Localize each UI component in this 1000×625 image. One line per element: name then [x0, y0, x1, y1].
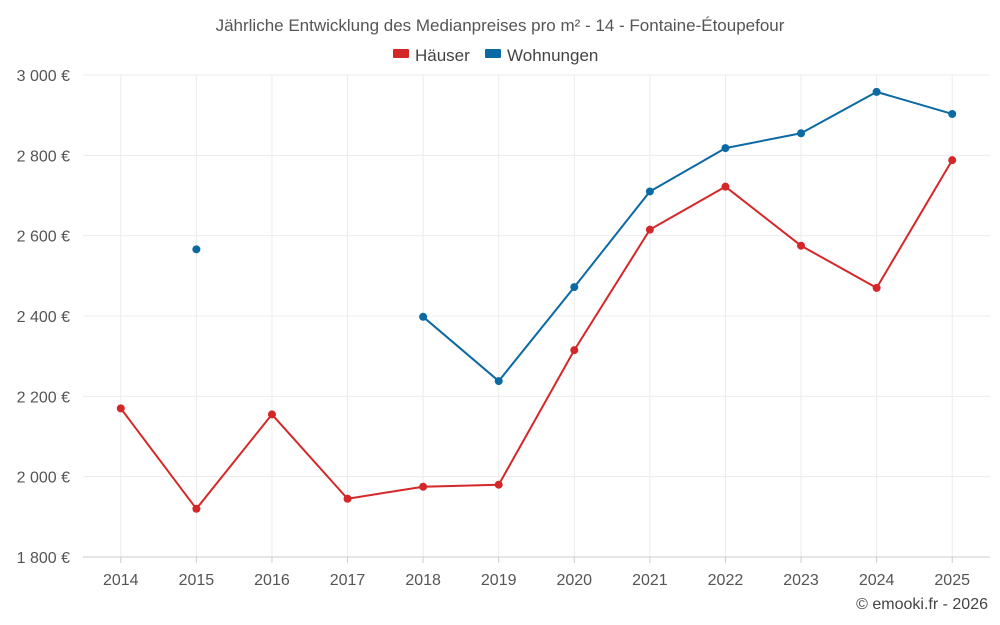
data-point-haeuser-2015[interactable]	[192, 504, 201, 513]
legend-label-wohnungen[interactable]: Wohnungen	[507, 46, 598, 65]
x-tick-label: 2019	[481, 572, 517, 589]
data-point-haeuser-2023[interactable]	[797, 241, 806, 250]
grid	[83, 74, 990, 557]
x-tick-label: 2014	[103, 572, 139, 589]
data-point-wohnungen-2023[interactable]	[797, 129, 806, 138]
data-point-haeuser-2020[interactable]	[570, 346, 579, 355]
data-point-wohnungen-2018[interactable]	[419, 312, 428, 321]
credit-text: © emooki.fr - 2026	[856, 596, 988, 613]
series-line-wohnungen	[422, 90, 953, 383]
x-axis: 2014 2015 2016 2017 2018 2019 2020 2021 2022 2023…	[83, 556, 990, 589]
data-point-haeuser-2019[interactable]	[494, 480, 503, 489]
data-point-haeuser-2017[interactable]	[343, 494, 352, 503]
y-tick-label: 3 000 €	[17, 68, 70, 85]
chart-title: Jährliche Entwicklung des Medianpreises …	[216, 16, 785, 35]
x-tick-label: 2020	[556, 572, 592, 589]
x-tick-label: 2024	[859, 572, 895, 589]
data-point-haeuser-2021[interactable]	[645, 225, 654, 234]
series-line-haeuser	[119, 159, 954, 510]
data-point-wohnungen-2022[interactable]	[721, 144, 730, 153]
data-point-haeuser-2014[interactable]	[116, 404, 125, 413]
data-point-wohnungen-2015[interactable]	[192, 245, 201, 254]
y-tick-label: 2 200 €	[17, 389, 70, 406]
data-point-haeuser-2025[interactable]	[948, 156, 957, 165]
legend: Häuser Wohnungen	[393, 46, 598, 65]
series-wohnungen	[192, 87, 957, 386]
y-axis: 1 800 € 2 000 € 2 200 € 2 400 € 2 600 € 2 800…	[17, 68, 70, 567]
data-point-haeuser-2016[interactable]	[267, 410, 276, 419]
series-layer	[116, 87, 957, 513]
x-tick-label: 2025	[934, 572, 970, 589]
data-point-wohnungen-2024[interactable]	[872, 87, 881, 96]
legend-label-haeuser[interactable]: Häuser	[415, 46, 470, 65]
legend-swatch-wohnungen	[485, 49, 501, 58]
y-tick-label: 2 400 €	[17, 309, 70, 326]
legend-swatch-haeuser	[393, 49, 409, 58]
x-tick-label: 2023	[783, 572, 819, 589]
data-point-wohnungen-2021[interactable]	[645, 187, 654, 196]
data-point-haeuser-2022[interactable]	[721, 182, 730, 191]
series-haeuser	[116, 156, 957, 513]
y-tick-label: 2 600 €	[17, 229, 70, 246]
data-point-wohnungen-2025[interactable]	[948, 109, 957, 118]
x-tick-label: 2022	[708, 572, 744, 589]
x-tick-label: 2015	[179, 572, 215, 589]
data-point-haeuser-2024[interactable]	[872, 283, 881, 292]
x-tick-label: 2021	[632, 572, 668, 589]
x-tick-label: 2016	[254, 572, 290, 589]
y-tick-label: 1 800 €	[17, 550, 70, 567]
y-tick-label: 2 000 €	[17, 470, 70, 487]
x-tick-label: 2018	[405, 572, 441, 589]
data-point-wohnungen-2020[interactable]	[570, 283, 579, 292]
y-tick-label: 2 800 €	[17, 148, 70, 165]
data-point-wohnungen-2019[interactable]	[494, 377, 503, 386]
data-point-haeuser-2018[interactable]	[419, 482, 428, 491]
x-tick-label: 2017	[330, 572, 366, 589]
